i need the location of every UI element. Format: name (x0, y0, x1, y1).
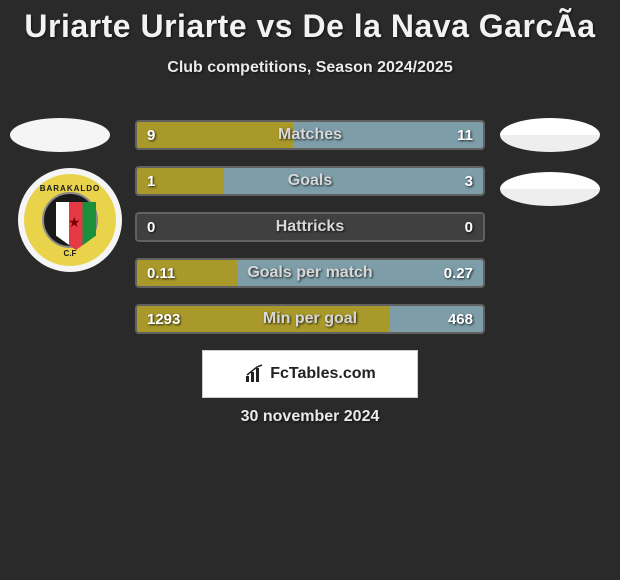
right-nation-badge (500, 172, 600, 206)
stat-row: 1293468Min per goal (135, 304, 485, 334)
left-club-crest: BARAKALDO ★ C.F (18, 168, 122, 272)
crest-bottom-text: C.F (24, 249, 116, 258)
stat-row: 911Matches (135, 120, 485, 150)
stat-row: 0.110.27Goals per match (135, 258, 485, 288)
stat-label: Matches (137, 122, 483, 148)
stat-row: 13Goals (135, 166, 485, 196)
stat-label: Hattricks (137, 214, 483, 240)
chart-icon (244, 364, 264, 384)
source-brand: FcTables.com (202, 350, 418, 398)
comparison-title: Uriarte Uriarte vs De la Nava GarcÃ­a (0, 0, 620, 45)
right-team-badge (500, 118, 600, 152)
crest-star-icon: ★ (68, 214, 81, 231)
stat-label: Min per goal (137, 306, 483, 332)
stat-row: 00Hattricks (135, 212, 485, 242)
stat-label: Goals per match (137, 260, 483, 286)
stats-bars: 911Matches 13Goals 00Hattricks 0.110.27Goal… (135, 120, 485, 350)
brand-text: FcTables.com (270, 365, 376, 383)
comparison-subtitle: Club competitions, Season 2024/2025 (0, 59, 620, 77)
snapshot-date: 30 november 2024 (0, 408, 620, 426)
left-team-badge (10, 118, 110, 152)
stat-label: Goals (137, 168, 483, 194)
